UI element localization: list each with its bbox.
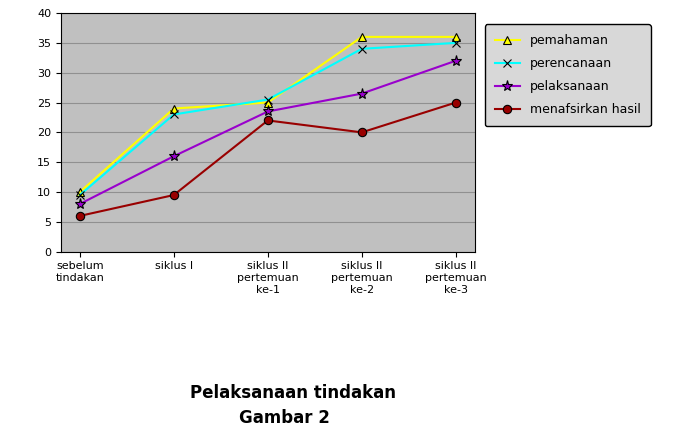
Text: Gambar 2: Gambar 2 [239, 410, 330, 427]
perencanaan [358, 46, 366, 52]
menafsirkan hasil [452, 100, 460, 105]
Line: menafsirkan hasil: menafsirkan hasil [76, 99, 460, 220]
pemahaman [170, 106, 178, 111]
perencanaan [452, 40, 460, 46]
pemahaman [76, 189, 84, 194]
Legend: pemahaman, perencanaan, pelaksanaan, menafsirkan hasil: pemahaman, perencanaan, pelaksanaan, men… [485, 24, 651, 126]
perencanaan [264, 97, 272, 102]
pemahaman [358, 34, 366, 39]
Line: perencanaan: perencanaan [76, 39, 460, 199]
menafsirkan hasil [358, 130, 366, 135]
pemahaman [264, 100, 272, 105]
perencanaan [76, 192, 84, 197]
Text: Pelaksanaan tindakan: Pelaksanaan tindakan [190, 384, 396, 402]
pemahaman [452, 34, 460, 39]
menafsirkan hasil [264, 118, 272, 123]
pelaksanaan [76, 201, 84, 207]
menafsirkan hasil [170, 192, 178, 197]
Line: pemahaman: pemahaman [76, 33, 460, 196]
pelaksanaan [264, 109, 272, 114]
pelaksanaan [170, 154, 178, 159]
perencanaan [170, 112, 178, 117]
pelaksanaan [452, 58, 460, 63]
Line: pelaksanaan: pelaksanaan [75, 55, 461, 210]
pelaksanaan [358, 91, 366, 96]
menafsirkan hasil [76, 214, 84, 219]
